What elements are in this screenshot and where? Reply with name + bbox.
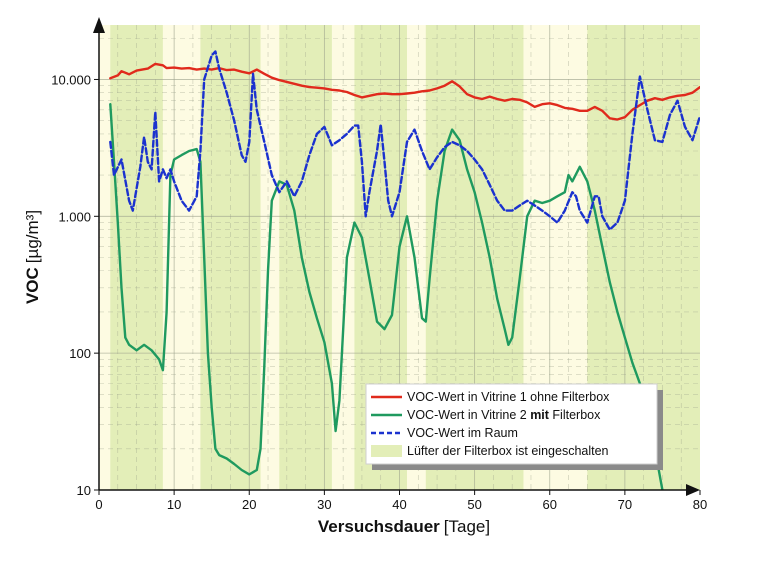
x-tick-label: 70	[618, 497, 632, 512]
x-tick-label: 0	[95, 497, 102, 512]
y-axis-title: VOC [µg/m³]	[23, 210, 42, 304]
axes	[93, 17, 701, 496]
legend-label-raum: VOC-Wert im Raum	[407, 426, 518, 440]
x-axis-title-main: Versuchsdauer	[318, 517, 440, 536]
x-axis-title-unit: [Tage]	[444, 517, 490, 536]
x-tick-label: 30	[317, 497, 331, 512]
y-axis-title-main: VOC	[23, 267, 42, 304]
series-raum-line	[109, 50, 700, 231]
x-axis-title: Versuchsdauer [Tage]	[318, 517, 490, 536]
series-vitrine2-line	[109, 103, 664, 490]
y-tick-label: 10.000	[51, 72, 91, 87]
x-tick-label: 10	[167, 497, 181, 512]
legend-label-fan: Lüfter der Filterbox ist eingeschalten	[407, 444, 609, 458]
x-tick-label: 40	[392, 497, 406, 512]
series-lines	[109, 50, 700, 490]
legend-swatch-fan	[371, 445, 402, 457]
x-axis-arrow	[686, 484, 700, 496]
legend: VOC-Wert in Vitrine 1 ohne Filterbox VOC…	[365, 383, 663, 470]
y-tick-label: 100	[69, 346, 91, 361]
legend-box	[365, 383, 658, 465]
y-tick-label: 1.000	[58, 209, 91, 224]
legend-label-vitrine2-part2: Filterbox	[549, 408, 601, 422]
y-tick-label: 10	[77, 483, 91, 498]
y-axis-title-unit: [µg/m³]	[23, 210, 42, 263]
x-tick-label: 60	[543, 497, 557, 512]
x-tick-label: 20	[242, 497, 256, 512]
x-tick-label: 80	[693, 497, 707, 512]
legend-label-vitrine2-bold: mit	[530, 408, 550, 422]
x-tick-label: 50	[467, 497, 481, 512]
legend-label-vitrine2-part1: VOC-Wert in Vitrine 2	[407, 408, 530, 422]
series-vitrine1-line	[109, 62, 700, 121]
legend-label-vitrine2: VOC-Wert in Vitrine 2 mit Filterbox	[407, 408, 601, 422]
legend-label-vitrine1: VOC-Wert in Vitrine 1 ohne Filterbox	[407, 390, 610, 404]
y-axis-arrow	[93, 17, 105, 33]
tick-labels: 0 10 20 30 40 50 60 70 80 10 100 1.000 10.000	[51, 72, 707, 512]
